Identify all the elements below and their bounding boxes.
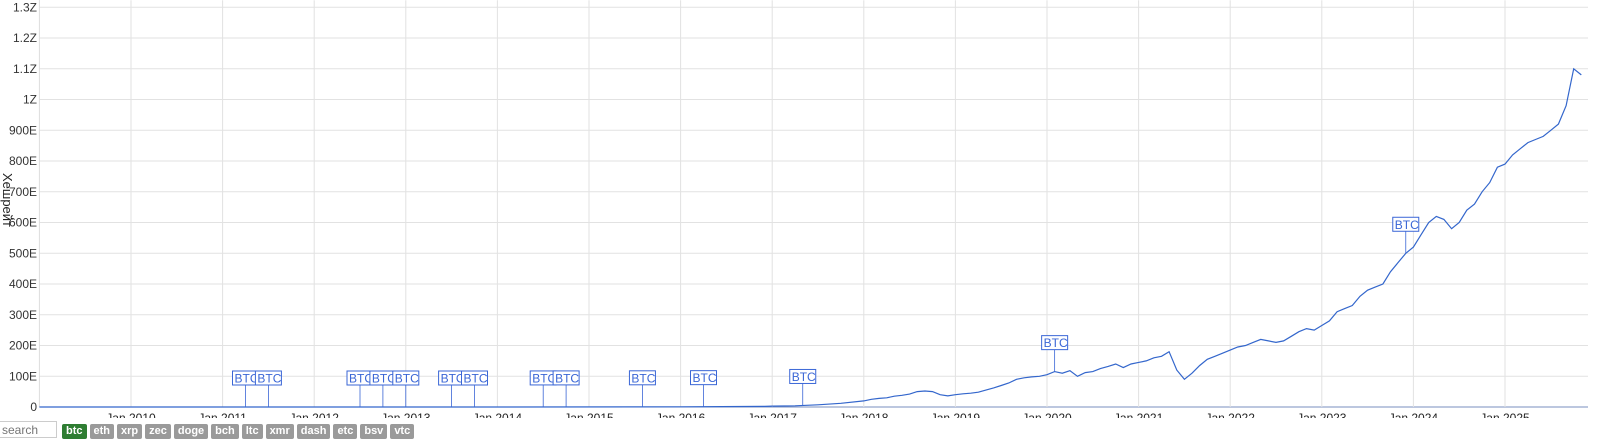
annotation-flag: BTC	[529, 370, 557, 407]
y-tick-label: 800E	[9, 154, 37, 168]
x-tick-label: Jan 2013	[381, 411, 431, 418]
coin-tag-eth[interactable]: eth	[89, 423, 114, 439]
y-tick-label: 100E	[9, 369, 37, 383]
annotation-flag: BTC	[1392, 216, 1420, 254]
flag-label: BTC	[349, 371, 373, 385]
y-tick-label: 200E	[9, 339, 37, 353]
x-tick-label: Jan 2023	[1297, 411, 1347, 418]
flag-box	[461, 370, 488, 386]
coin-tag-btc[interactable]: btc	[62, 423, 87, 439]
coin-tag-xrp[interactable]: xrp	[117, 423, 143, 439]
coin-tag-ltc[interactable]: ltc	[241, 423, 263, 439]
flag-label: BTC	[792, 370, 816, 384]
coin-tag-bch[interactable]: bch	[211, 423, 239, 439]
x-tick-label: Jan 2020	[1022, 411, 1072, 418]
y-tick-label: 1.1Z	[13, 62, 37, 76]
coin-tag-bsv[interactable]: bsv	[360, 423, 388, 439]
y-tick-label: 600E	[9, 216, 37, 230]
y-axis: 0 100E 200E 300E 400E 500E 600E 700E 800E 900E 1Z 1…	[9, 0, 37, 414]
y-tick-label: 0	[30, 400, 37, 414]
x-tick-label: Jan 2022	[1206, 411, 1256, 418]
flag-box	[1392, 216, 1420, 232]
x-tick-label: Jan 2014	[473, 411, 523, 418]
x-tick-label: Jan 2024	[1389, 411, 1439, 418]
coin-tag-dash[interactable]: dash	[296, 423, 331, 439]
flag-label: BTC	[235, 371, 259, 385]
annotation-flag: BTC	[628, 370, 656, 407]
annotation-flag: BTC	[461, 370, 488, 407]
y-tick-label: 300E	[9, 308, 37, 322]
annotation-flag: BTC	[369, 370, 397, 407]
y-tick-label: 700E	[9, 185, 37, 199]
x-tick-label: Jan 2017	[748, 411, 798, 418]
annotation-flag: BTC	[789, 368, 817, 406]
flag-box	[1041, 335, 1069, 351]
x-tick-label: Jan 2015	[564, 411, 614, 418]
x-tick-label: Jan 2012	[290, 411, 340, 418]
flag-label: BTC	[555, 371, 579, 385]
annotation-flag: BTC	[346, 370, 374, 407]
y-tick-label: 900E	[9, 123, 37, 137]
series-line-hashrate	[39, 67, 1582, 408]
x-tick-label: Jan 2025	[1480, 411, 1530, 418]
flag-label: BTC	[395, 371, 419, 385]
flag-label: BTC	[532, 371, 556, 385]
y-tick-label: 400E	[9, 277, 37, 291]
flag-label: BTC	[631, 371, 655, 385]
y-tick-label: 1.2Z	[13, 31, 37, 45]
flag-box	[789, 368, 817, 384]
x-tick-label: Jan 2019	[931, 411, 981, 418]
y-axis-label: Хешрейт	[0, 173, 15, 227]
annotation-flag: BTC	[552, 370, 580, 407]
x-tick-label: Jan 2016	[656, 411, 706, 418]
flag-box	[628, 370, 656, 386]
flag-box	[690, 370, 717, 386]
y-tick-label: 500E	[9, 246, 37, 260]
flag-label: BTC	[257, 371, 281, 385]
coin-tag-vtc[interactable]: vtc	[390, 423, 415, 439]
coin-tag-doge[interactable]: doge	[173, 423, 209, 439]
x-tick-label: Jan 2018	[839, 411, 889, 418]
flag-label: BTC	[441, 371, 465, 385]
annotation-flag: BTC	[438, 370, 466, 407]
annotation-flag: BTC	[254, 370, 282, 407]
y-tick-label: 1Z	[23, 93, 37, 107]
annotation-flag: BTC	[690, 370, 717, 407]
flag-box	[392, 370, 420, 386]
x-tick-label: Jan 2011	[198, 411, 247, 418]
coin-tag-etc[interactable]: etc	[333, 423, 358, 439]
flag-label: BTC	[464, 371, 488, 385]
x-tick-label: Jan 2010	[106, 411, 156, 418]
flag-label: BTC	[693, 371, 717, 385]
flag-label: BTC	[1044, 336, 1068, 350]
annotation-flag: BTC	[392, 370, 420, 407]
flag-box	[552, 370, 580, 386]
search-input[interactable]	[0, 421, 57, 438]
x-axis: Jan 2010 Jan 2011 Jan 2012 Jan 2013 Jan 2014…	[106, 411, 1530, 418]
flag-label: BTC	[1395, 218, 1419, 232]
coin-tag-zec[interactable]: zec	[145, 423, 171, 439]
flag-box	[254, 370, 282, 386]
flag-label: BTC	[372, 371, 396, 385]
grid	[38, 0, 1588, 408]
y-tick-label: 1.3Z	[13, 0, 37, 14]
annotation-flag: BTC	[232, 370, 259, 407]
hashrate-chart[interactable]: 0 100E 200E 300E 400E 500E 600E 700E 800E 900E 1Z 1…	[0, 0, 1600, 418]
coin-tags: btc eth xrp zec doge bch ltc xmr dash etc bsv vtc	[62, 421, 417, 439]
x-tick-label: Jan 2021	[1114, 411, 1164, 418]
coin-tag-xmr[interactable]: xmr	[265, 423, 294, 439]
annotation-flag: BTC	[1041, 335, 1069, 372]
